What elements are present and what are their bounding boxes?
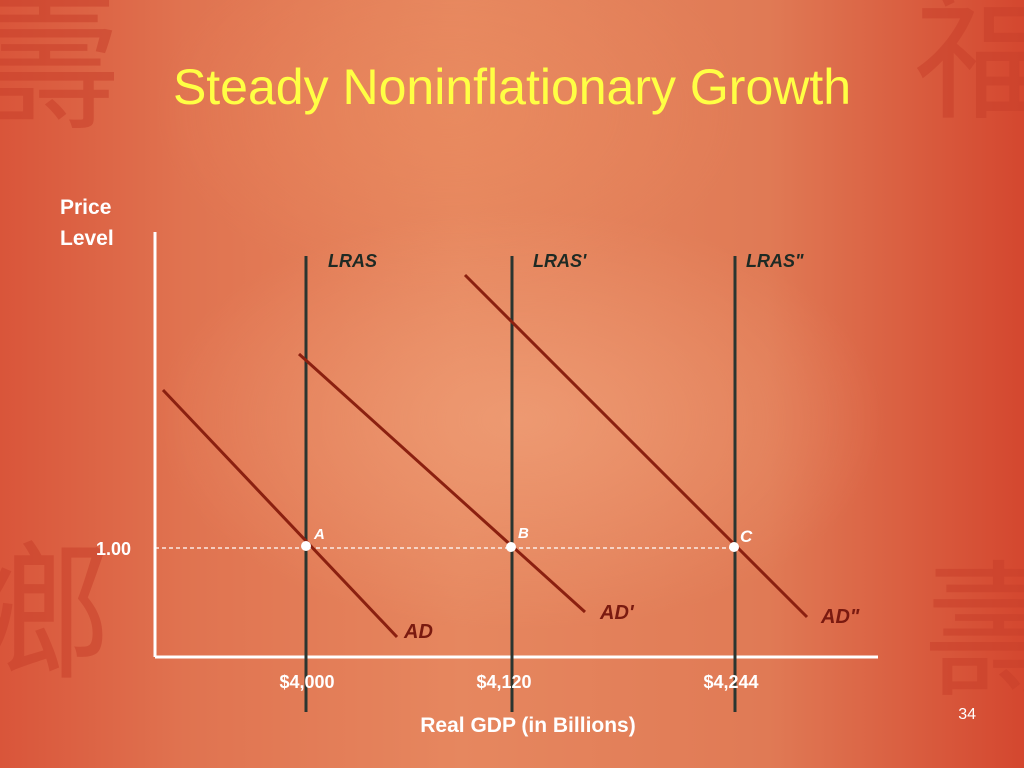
decorative-glyph-bottom-right: 壽 xyxy=(923,548,1024,722)
ad-label-1: AD xyxy=(403,621,433,643)
x-tick-label-3: $4,244 xyxy=(703,672,758,692)
equilibrium-point-c xyxy=(729,542,739,552)
point-label-b: B xyxy=(518,525,529,542)
equilibrium-point-a xyxy=(301,541,311,551)
y-tick-label: 1.00 xyxy=(96,539,131,559)
ad-curve-3 xyxy=(463,273,809,619)
ad-label-3: AD" xyxy=(820,606,860,628)
lras-label-3: LRAS" xyxy=(746,251,804,271)
decorative-glyph-bottom-left: 鄉 xyxy=(0,528,111,702)
x-tick-label-1: $4,000 xyxy=(279,672,334,692)
lras-label-1: LRAS xyxy=(328,251,377,271)
ad-label-2: AD' xyxy=(599,602,635,624)
point-label-c: C xyxy=(740,527,753,546)
slide-title: Steady Noninflationary Growth xyxy=(172,59,852,115)
x-axis-label: Real GDP (in Billions) xyxy=(420,714,635,737)
y-axis-label-line-2: Level xyxy=(60,227,114,250)
ad-curve-1 xyxy=(161,388,399,639)
lras-label-2: LRAS' xyxy=(533,251,587,271)
x-tick-label-2: $4,120 xyxy=(476,672,531,692)
y-axis-label-line-1: Price xyxy=(60,196,111,219)
ad-curve-2 xyxy=(297,352,587,614)
decorative-glyph-top-right: 福 xyxy=(913,0,1024,142)
decorative-glyph-top-left: 壽 xyxy=(0,0,121,152)
point-label-a: A xyxy=(313,526,325,543)
page-number: 34 xyxy=(958,706,976,723)
equilibrium-point-b xyxy=(506,542,516,552)
